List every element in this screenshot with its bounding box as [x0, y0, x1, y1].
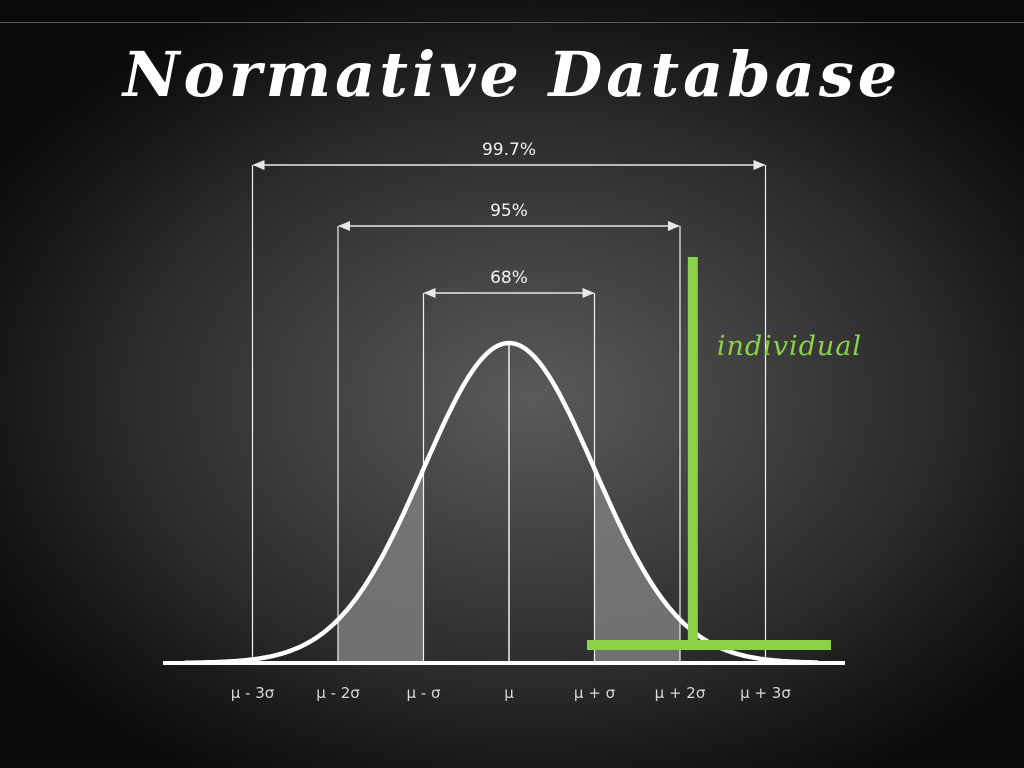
individual-label: individual — [717, 331, 862, 362]
axis-label-minus2: μ - 2σ — [316, 684, 360, 702]
axis-label-plus2: μ + 2σ — [655, 684, 706, 702]
individual-baseline-bar — [587, 640, 831, 650]
range-label-3: 68% — [490, 268, 528, 288]
bell-curve — [183, 340, 820, 665]
top-divider — [0, 22, 1024, 23]
range-label-1: 99.7% — [482, 140, 536, 160]
axis-label-plus1: μ + σ — [574, 684, 616, 702]
axis-label-mu: μ — [504, 684, 514, 702]
axis-label-plus3: μ + 3σ — [740, 684, 791, 702]
sigma-axis-labels: μ - 3σ μ - 2σ μ - σ μ μ + σ μ + 2σ μ + 3σ — [231, 684, 792, 702]
axis-label-minus1: μ - σ — [407, 684, 441, 702]
slide-title: Normative Database — [122, 38, 902, 111]
individual-marker-line — [687, 257, 698, 640]
sigma-boundary-lines — [251, 165, 767, 663]
axis-label-minus3: μ - 3σ — [231, 684, 275, 702]
range-label-2: 95% — [490, 201, 528, 221]
percentage-range-arrows: 99.7% 95% 68% — [252, 140, 766, 298]
